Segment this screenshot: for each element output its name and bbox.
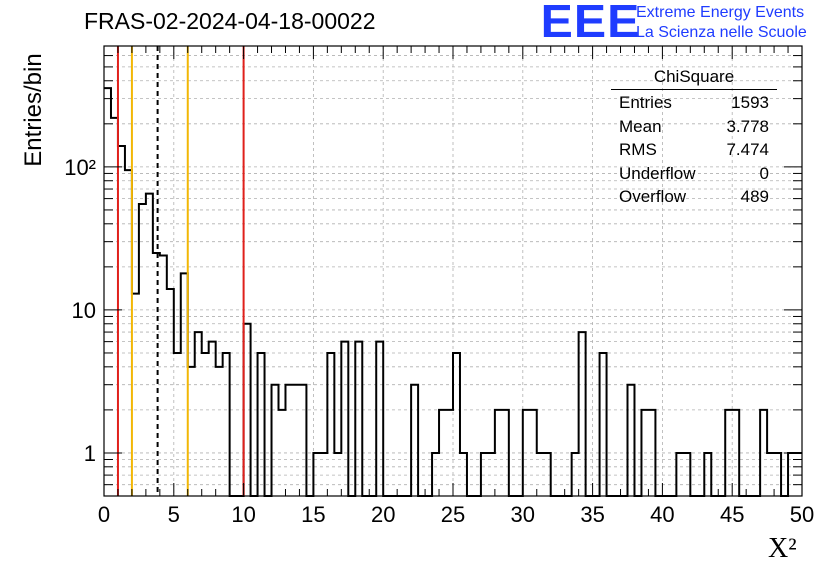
- y-tick-label: 1: [84, 441, 96, 466]
- eee-logo: EEE: [540, 0, 641, 47]
- stats-row: Underflow 0: [611, 162, 777, 186]
- x-tick-label: 50: [790, 502, 814, 527]
- stats-value: 1593: [731, 93, 769, 112]
- x-tick-label: 25: [441, 502, 465, 527]
- logo-subtitle: Extreme Energy Events La Scienza nelle S…: [636, 3, 807, 43]
- stats-box: ChiSquare Entries 1593 Mean 3.778 RMS 7.474…: [611, 66, 777, 209]
- x-tick-label: 30: [511, 502, 535, 527]
- x-tick-label: 40: [650, 502, 674, 527]
- stats-row: Overflow 489: [611, 185, 777, 209]
- tick-labels: 0 5 10 15 20 25 30 35 40 45 50 1 10 10²: [64, 155, 814, 527]
- y-tick-label: 10²: [64, 155, 96, 180]
- stats-label: Underflow: [619, 163, 696, 183]
- stats-value: 0: [759, 163, 769, 183]
- x-tick-label: 20: [371, 502, 395, 527]
- x-tick-label: 10: [231, 502, 255, 527]
- logo-line-1: Extreme Energy Events: [636, 4, 805, 21]
- stats-row: RMS 7.474: [611, 138, 777, 162]
- logo-line-2: La Scienza nelle Scuole: [636, 24, 807, 41]
- stats-title: ChiSquare: [611, 66, 777, 90]
- stats-value: 489: [740, 187, 769, 206]
- stats-label: Mean: [619, 116, 662, 136]
- y-tick-label: 10: [72, 298, 96, 323]
- x-tick-label: 15: [301, 502, 325, 527]
- axis-ticks: [103, 45, 803, 497]
- x-tick-label: 0: [98, 502, 110, 527]
- stats-value: 3.778: [726, 116, 769, 136]
- x-tick-label: 35: [580, 502, 604, 527]
- stats-row: Entries 1593: [611, 91, 777, 115]
- stats-label: Entries: [619, 93, 672, 112]
- chart-title: FRAS-02-2024-04-18-00022: [84, 8, 376, 34]
- stats-row: Mean 3.778: [611, 115, 777, 139]
- stats-value: 7.474: [726, 140, 769, 159]
- y-axis-label: Entries/bin: [20, 53, 47, 167]
- x-axis-label: X²: [768, 533, 797, 564]
- reference-lines: [116, 46, 245, 496]
- stats-label: RMS: [619, 140, 657, 159]
- x-tick-label: 45: [720, 502, 744, 527]
- x-tick-label: 5: [168, 502, 180, 527]
- stats-label: Overflow: [619, 187, 687, 206]
